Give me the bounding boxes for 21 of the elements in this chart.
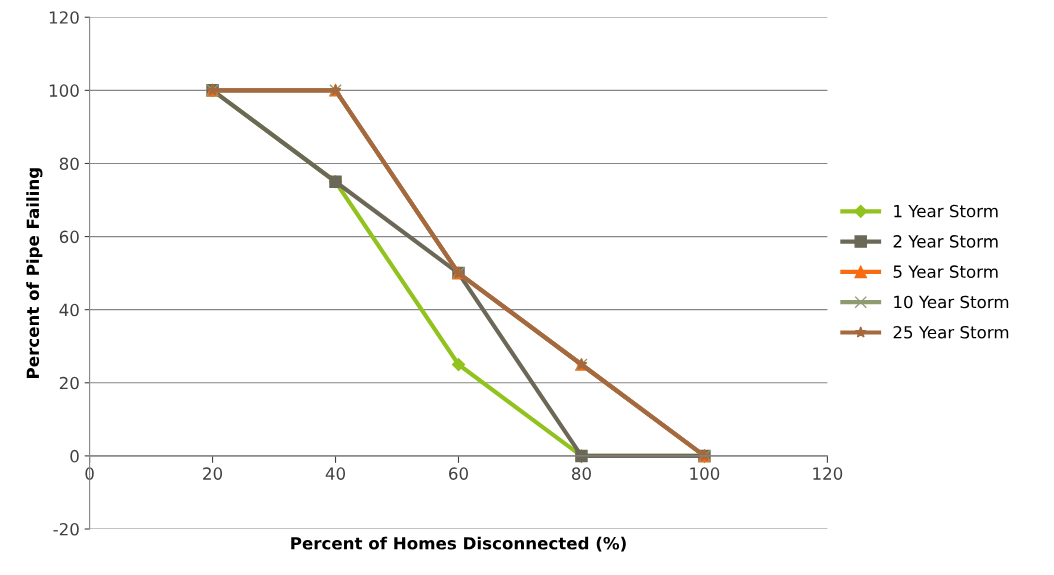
x-tick-label: 100 — [690, 467, 720, 480]
y-axis-title: Percent of Pipe Failing — [26, 168, 43, 378]
x-tick-label: 20 — [203, 467, 223, 480]
x-tick-label: 60 — [449, 467, 468, 480]
x-axis-title: Percent of Homes Disconnected (%) — [291, 536, 626, 552]
y-tick-label: 60 — [59, 230, 79, 244]
x-tick-label: 120 — [813, 467, 843, 480]
y-tick-label: 120 — [49, 11, 79, 24]
y-tick-label: 20 — [59, 376, 79, 390]
legend-label: 1 Year Storm — [894, 204, 998, 218]
y-tick-label: 100 — [49, 84, 79, 97]
y-tick-label: 40 — [59, 303, 79, 317]
y-tick-label: 80 — [59, 157, 79, 171]
legend-label: 25 Year Storm — [893, 325, 1009, 339]
legend-label: 10 Year Storm — [894, 295, 1009, 309]
y-tick-label: 0 — [70, 449, 79, 463]
x-tick-label: 80 — [571, 467, 591, 480]
legend-label: 5 Year Storm — [893, 265, 998, 278]
y-tick-label: -20 — [53, 522, 79, 536]
x-tick-label: 40 — [325, 467, 346, 480]
legend-label: 2 Year Storm — [893, 235, 998, 248]
